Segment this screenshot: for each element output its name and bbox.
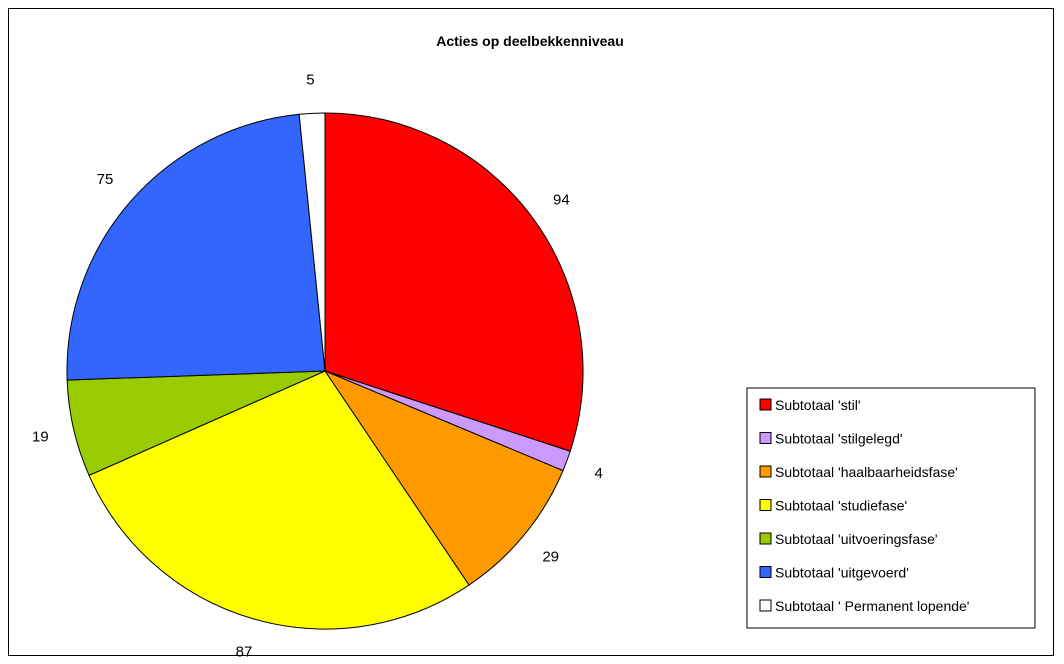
data-label-0: 94 [553,192,570,209]
legend: Subtotaal 'stil' Subtotaal 'stilgelegd' Su… [746,387,1036,629]
pie-slice-6 [298,112,326,372]
pie-slice-2 [323,369,564,586]
data-label-6: 5 [306,71,314,88]
legend-entry-2: Subtotaal 'haalbaarheidsfase' [775,464,958,480]
legend-entry-0: Subtotaal 'stil' [775,397,861,413]
data-label-5: 75 [97,171,114,188]
pie-slices [66,112,584,630]
data-label-2: 29 [542,548,559,565]
chart-title: Acties op deelbekkenniveau [436,33,624,49]
data-label-4: 19 [32,428,49,445]
pie-slice-3 [88,370,470,630]
legend-swatch-6 [759,599,772,612]
legend-entry-5: Subtotaal 'uitgevoerd' [775,565,909,581]
data-label-1: 4 [595,465,603,482]
legend-swatch-2 [759,465,772,478]
legend-box [746,387,1036,629]
legend-entry-6: Subtotaal ' Permanent lopende' [775,598,969,614]
data-label-3: 87 [236,644,253,661]
legend-swatch-0 [759,398,772,411]
pie-data-labels: 94 4 29 87 19 75 5 [32,71,603,660]
legend-swatch-1 [759,432,772,444]
legend-entry-3: Subtotaal 'studiefase' [775,498,907,514]
legend-swatch-5 [759,566,772,578]
pie-slice-5 [66,113,326,381]
pie-slice-0 [324,112,584,452]
legend-swatch-4 [759,532,772,545]
legend-entry-4: Subtotaal 'uitvoeringsfase' [775,531,938,547]
legend-swatch-3 [759,499,772,511]
legend-entry-1: Subtotaal 'stilgelegd' [775,431,903,447]
